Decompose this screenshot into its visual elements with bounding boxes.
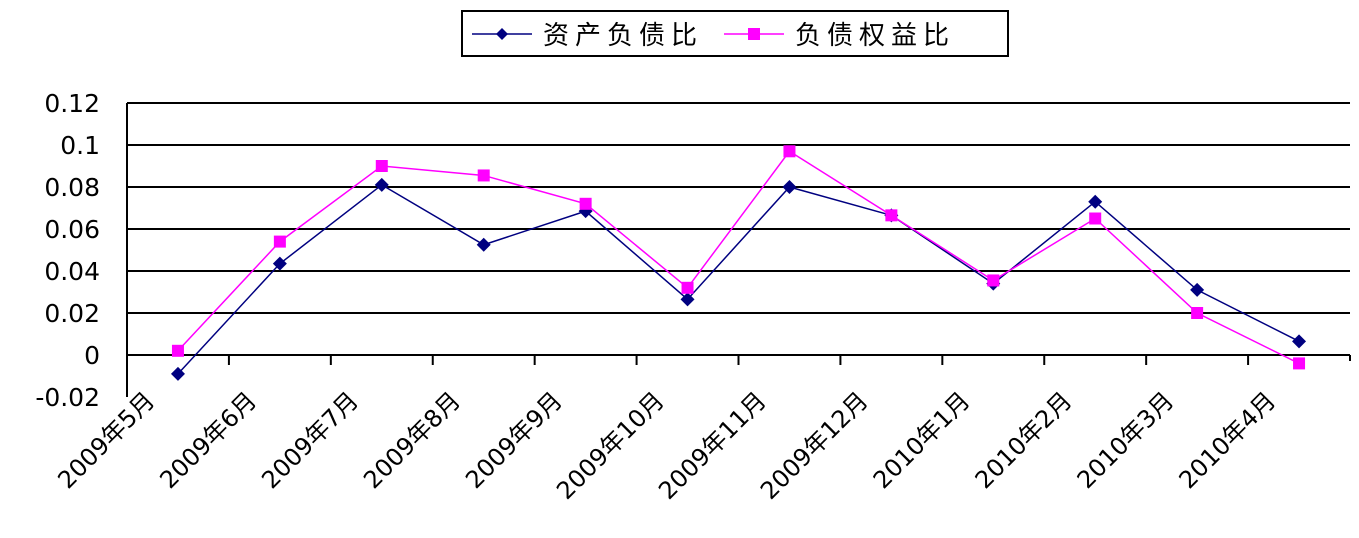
- x-tick-label: 2009年6月: [154, 386, 262, 494]
- series-line-2: [177, 150, 1300, 365]
- y-tick-label: 0.06: [44, 215, 100, 244]
- x-tick-label: 2009年11月: [653, 386, 772, 505]
- y-tick-label: 0.04: [44, 257, 100, 286]
- data-point-square: [987, 274, 1000, 287]
- data-point-diamond: [1088, 194, 1103, 209]
- data-point-square: [1089, 212, 1102, 225]
- x-tick-label: 2009年8月: [358, 386, 466, 494]
- data-point-diamond: [1292, 334, 1307, 349]
- y-tick-label: 0.02: [44, 299, 100, 328]
- x-tick-label: 2009年7月: [256, 386, 364, 494]
- data-point-square: [171, 344, 184, 357]
- data-point-diamond: [272, 256, 287, 271]
- data-point-diamond: [1190, 282, 1205, 297]
- data-point-square: [375, 160, 388, 172]
- legend-square-icon: [748, 28, 760, 40]
- data-point-square: [477, 169, 490, 182]
- data-point-diamond: [170, 366, 185, 381]
- y-tick-label: -0.02: [35, 383, 100, 412]
- x-tick-label: 2010年3月: [1072, 386, 1180, 494]
- x-tick-label: 2009年12月: [755, 386, 874, 505]
- data-point-square: [783, 145, 796, 158]
- series-line-1: [177, 183, 1300, 375]
- y-tick-label: 0: [84, 341, 100, 370]
- legend: 资产负债比 负债权益比: [461, 10, 1009, 57]
- data-point-diamond: [476, 237, 491, 252]
- y-tick-label: 0.1: [60, 131, 100, 160]
- y-tick-label: 0.12: [44, 89, 100, 118]
- legend-label-series-1: 资产负债比: [543, 21, 703, 51]
- x-tick-label: 2010年2月: [970, 386, 1078, 494]
- legend-diamond-icon: [496, 28, 508, 40]
- data-point-diamond: [782, 180, 797, 194]
- legend-label-series-2: 负债权益比: [795, 21, 955, 51]
- data-point-diamond: [374, 177, 389, 192]
- data-point-square: [273, 235, 286, 248]
- x-tick-label: 2010年4月: [1174, 386, 1282, 494]
- data-point-square: [1191, 307, 1204, 319]
- x-tick-label: 2009年10月: [551, 386, 670, 505]
- y-tick-label: 0.08: [44, 173, 100, 202]
- data-point-diamond: [680, 292, 695, 307]
- x-tick-label: 2009年9月: [460, 386, 568, 494]
- x-tick-label: 2010年1月: [868, 386, 976, 494]
- data-point-square: [1293, 357, 1306, 370]
- data-point-square: [681, 281, 694, 294]
- data-point-square: [885, 209, 898, 222]
- data-point-square: [579, 197, 592, 210]
